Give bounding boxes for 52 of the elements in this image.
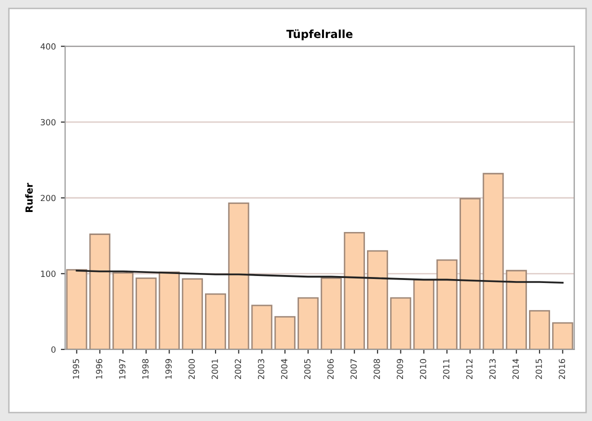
chart-title: Tüpfelralle <box>286 29 352 40</box>
y-tick-label: 400 <box>40 43 56 50</box>
bar <box>251 304 272 350</box>
bar <box>506 270 527 350</box>
bar <box>367 250 388 350</box>
bar <box>528 310 550 350</box>
x-tick-label: 2011 <box>443 359 450 380</box>
bar <box>112 272 134 350</box>
bar <box>66 269 88 350</box>
y-tick-label: 0 <box>51 346 56 353</box>
bar <box>344 232 365 350</box>
x-tick-label: 1999 <box>165 359 172 379</box>
y-axis-title: Rufer <box>25 182 33 212</box>
x-tick-label: 1995 <box>72 359 80 379</box>
y-tick-label: 100 <box>41 270 56 277</box>
x-tick-label: 2013 <box>489 359 496 380</box>
x-tick-label: 2000 <box>188 359 195 380</box>
bar <box>136 278 157 350</box>
x-tick-label: 2007 <box>350 359 357 380</box>
x-tick-label: 1997 <box>119 359 126 379</box>
bar <box>390 297 412 350</box>
x-tick-label: 2001 <box>212 359 218 380</box>
bar <box>274 316 296 350</box>
bar <box>228 202 250 350</box>
x-tick-label: 2005 <box>304 359 311 380</box>
y-tick-label: 300 <box>40 119 56 126</box>
bar <box>205 293 226 350</box>
bar <box>436 259 458 350</box>
bar <box>460 198 481 350</box>
line-series <box>76 270 564 284</box>
x-tick-label: 2010 <box>420 359 426 380</box>
x-tick-label: 2014 <box>512 358 519 380</box>
x-tick-label: 2003 <box>258 359 264 380</box>
x-tick-label: 2009 <box>396 359 404 380</box>
x-tick-label: 2012 <box>466 359 473 380</box>
bar <box>182 278 203 350</box>
x-tick-label: 1996 <box>96 358 102 379</box>
x-tick-label: 2016 <box>558 358 566 380</box>
bar <box>552 322 574 350</box>
x-tick-label: 2002 <box>234 359 242 380</box>
y-tick-label: 200 <box>40 194 56 202</box>
bar <box>320 278 342 350</box>
bar <box>298 297 319 350</box>
x-tick-label: 2004 <box>281 358 288 380</box>
x-tick-label: 2008 <box>374 359 380 380</box>
x-tick-label: 2015 <box>536 359 542 380</box>
bar <box>482 172 504 350</box>
bar <box>413 279 434 350</box>
bar <box>158 271 180 350</box>
x-tick-label: 2006 <box>327 358 334 380</box>
bar <box>89 234 110 350</box>
x-tick-label: 1998 <box>142 359 149 379</box>
